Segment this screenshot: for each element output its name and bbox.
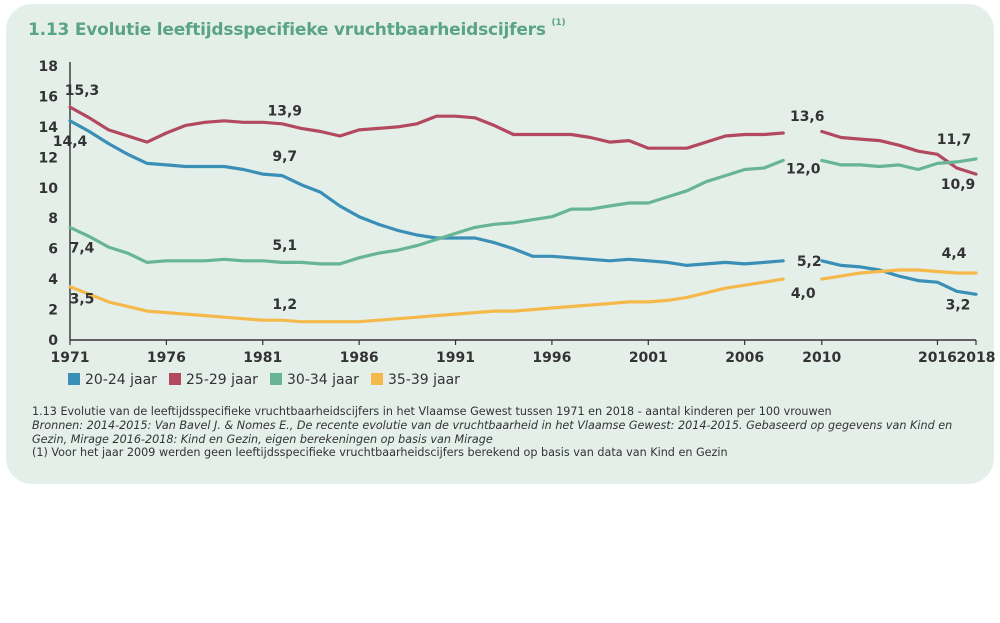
x-tick-label: 2018 bbox=[957, 350, 996, 366]
chart-title-text: 1.13 Evolutie leeftijdsspecifieke vrucht… bbox=[28, 20, 546, 40]
chart-caption: 1.13 Evolutie van de leeftijdsspecifieke… bbox=[32, 405, 832, 418]
series-line-35-39-jaar bbox=[820, 268, 978, 281]
y-tick-label: 8 bbox=[48, 211, 58, 227]
y-tick-label: 6 bbox=[48, 242, 58, 258]
series-line-25-29-jaar bbox=[68, 105, 785, 150]
chart-footnote: (1) Voor het jaar 2009 werden geen leeft… bbox=[32, 446, 728, 460]
x-tick-label: 1981 bbox=[243, 350, 282, 366]
chart-notes: 1.13 Evolutie van de leeftijdsspecifieke… bbox=[32, 405, 982, 460]
series-line-20-24-jaar bbox=[820, 259, 978, 296]
legend-label: 30-34 jaar bbox=[287, 372, 359, 388]
data-label: 3,2 bbox=[946, 297, 971, 313]
data-label: 15,3 bbox=[65, 83, 100, 99]
series-line-30-34-jaar bbox=[68, 158, 785, 266]
legend-swatch bbox=[68, 373, 80, 385]
x-tick-label: 1986 bbox=[340, 350, 379, 366]
data-label: 14,4 bbox=[53, 134, 88, 150]
x-tick-label: 1991 bbox=[436, 350, 475, 366]
x-tick-label: 2006 bbox=[725, 350, 764, 366]
data-label: 3,5 bbox=[70, 292, 95, 308]
data-label: 12,0 bbox=[786, 161, 821, 177]
x-tick-label: 1976 bbox=[147, 350, 186, 366]
y-tick-label: 0 bbox=[48, 333, 58, 349]
x-tick-label: 2016 bbox=[918, 350, 957, 366]
y-tick-label: 2 bbox=[48, 303, 58, 319]
legend-swatch bbox=[371, 373, 383, 385]
y-tick-label: 12 bbox=[39, 150, 58, 166]
data-label: 1,2 bbox=[272, 297, 297, 313]
data-label: 9,7 bbox=[272, 149, 297, 165]
x-tick-label: 1996 bbox=[532, 350, 571, 366]
data-label: 4,0 bbox=[791, 286, 816, 302]
x-tick-label: 1971 bbox=[51, 350, 90, 366]
y-tick-label: 18 bbox=[39, 59, 58, 75]
data-label: 13,6 bbox=[790, 109, 825, 125]
legend-label: 20-24 jaar bbox=[85, 372, 157, 388]
series-line-20-24-jaar bbox=[68, 119, 785, 267]
series-line-35-39-jaar bbox=[68, 277, 785, 324]
legend-swatch bbox=[169, 373, 181, 385]
y-tick-label: 14 bbox=[39, 120, 59, 136]
y-tick-label: 10 bbox=[39, 181, 59, 197]
y-tick-label: 4 bbox=[48, 272, 58, 288]
chart-sources: Bronnen: 2014-2015: Van Bavel J. & Nomes… bbox=[32, 418, 953, 446]
series-line-30-34-jaar bbox=[820, 157, 978, 172]
x-tick-label: 2001 bbox=[629, 350, 668, 366]
legend-label: 25-29 jaar bbox=[186, 372, 258, 388]
y-tick-label: 16 bbox=[39, 89, 58, 105]
chart-title-footnote-marker: (1) bbox=[551, 18, 566, 29]
chart-title: 1.13 Evolutie leeftijdsspecifieke vrucht… bbox=[28, 18, 566, 40]
legend-swatch bbox=[270, 373, 282, 385]
data-label: 11,7 bbox=[937, 132, 972, 148]
legend-label: 35-39 jaar bbox=[388, 372, 460, 388]
data-label: 5,1 bbox=[272, 238, 297, 254]
data-label: 4,4 bbox=[942, 246, 967, 262]
data-label: 7,4 bbox=[70, 240, 95, 256]
data-label: 5,2 bbox=[797, 254, 822, 270]
data-label: 10,9 bbox=[941, 177, 976, 193]
x-tick-label: 2010 bbox=[802, 350, 841, 366]
data-label: 13,9 bbox=[267, 103, 302, 119]
